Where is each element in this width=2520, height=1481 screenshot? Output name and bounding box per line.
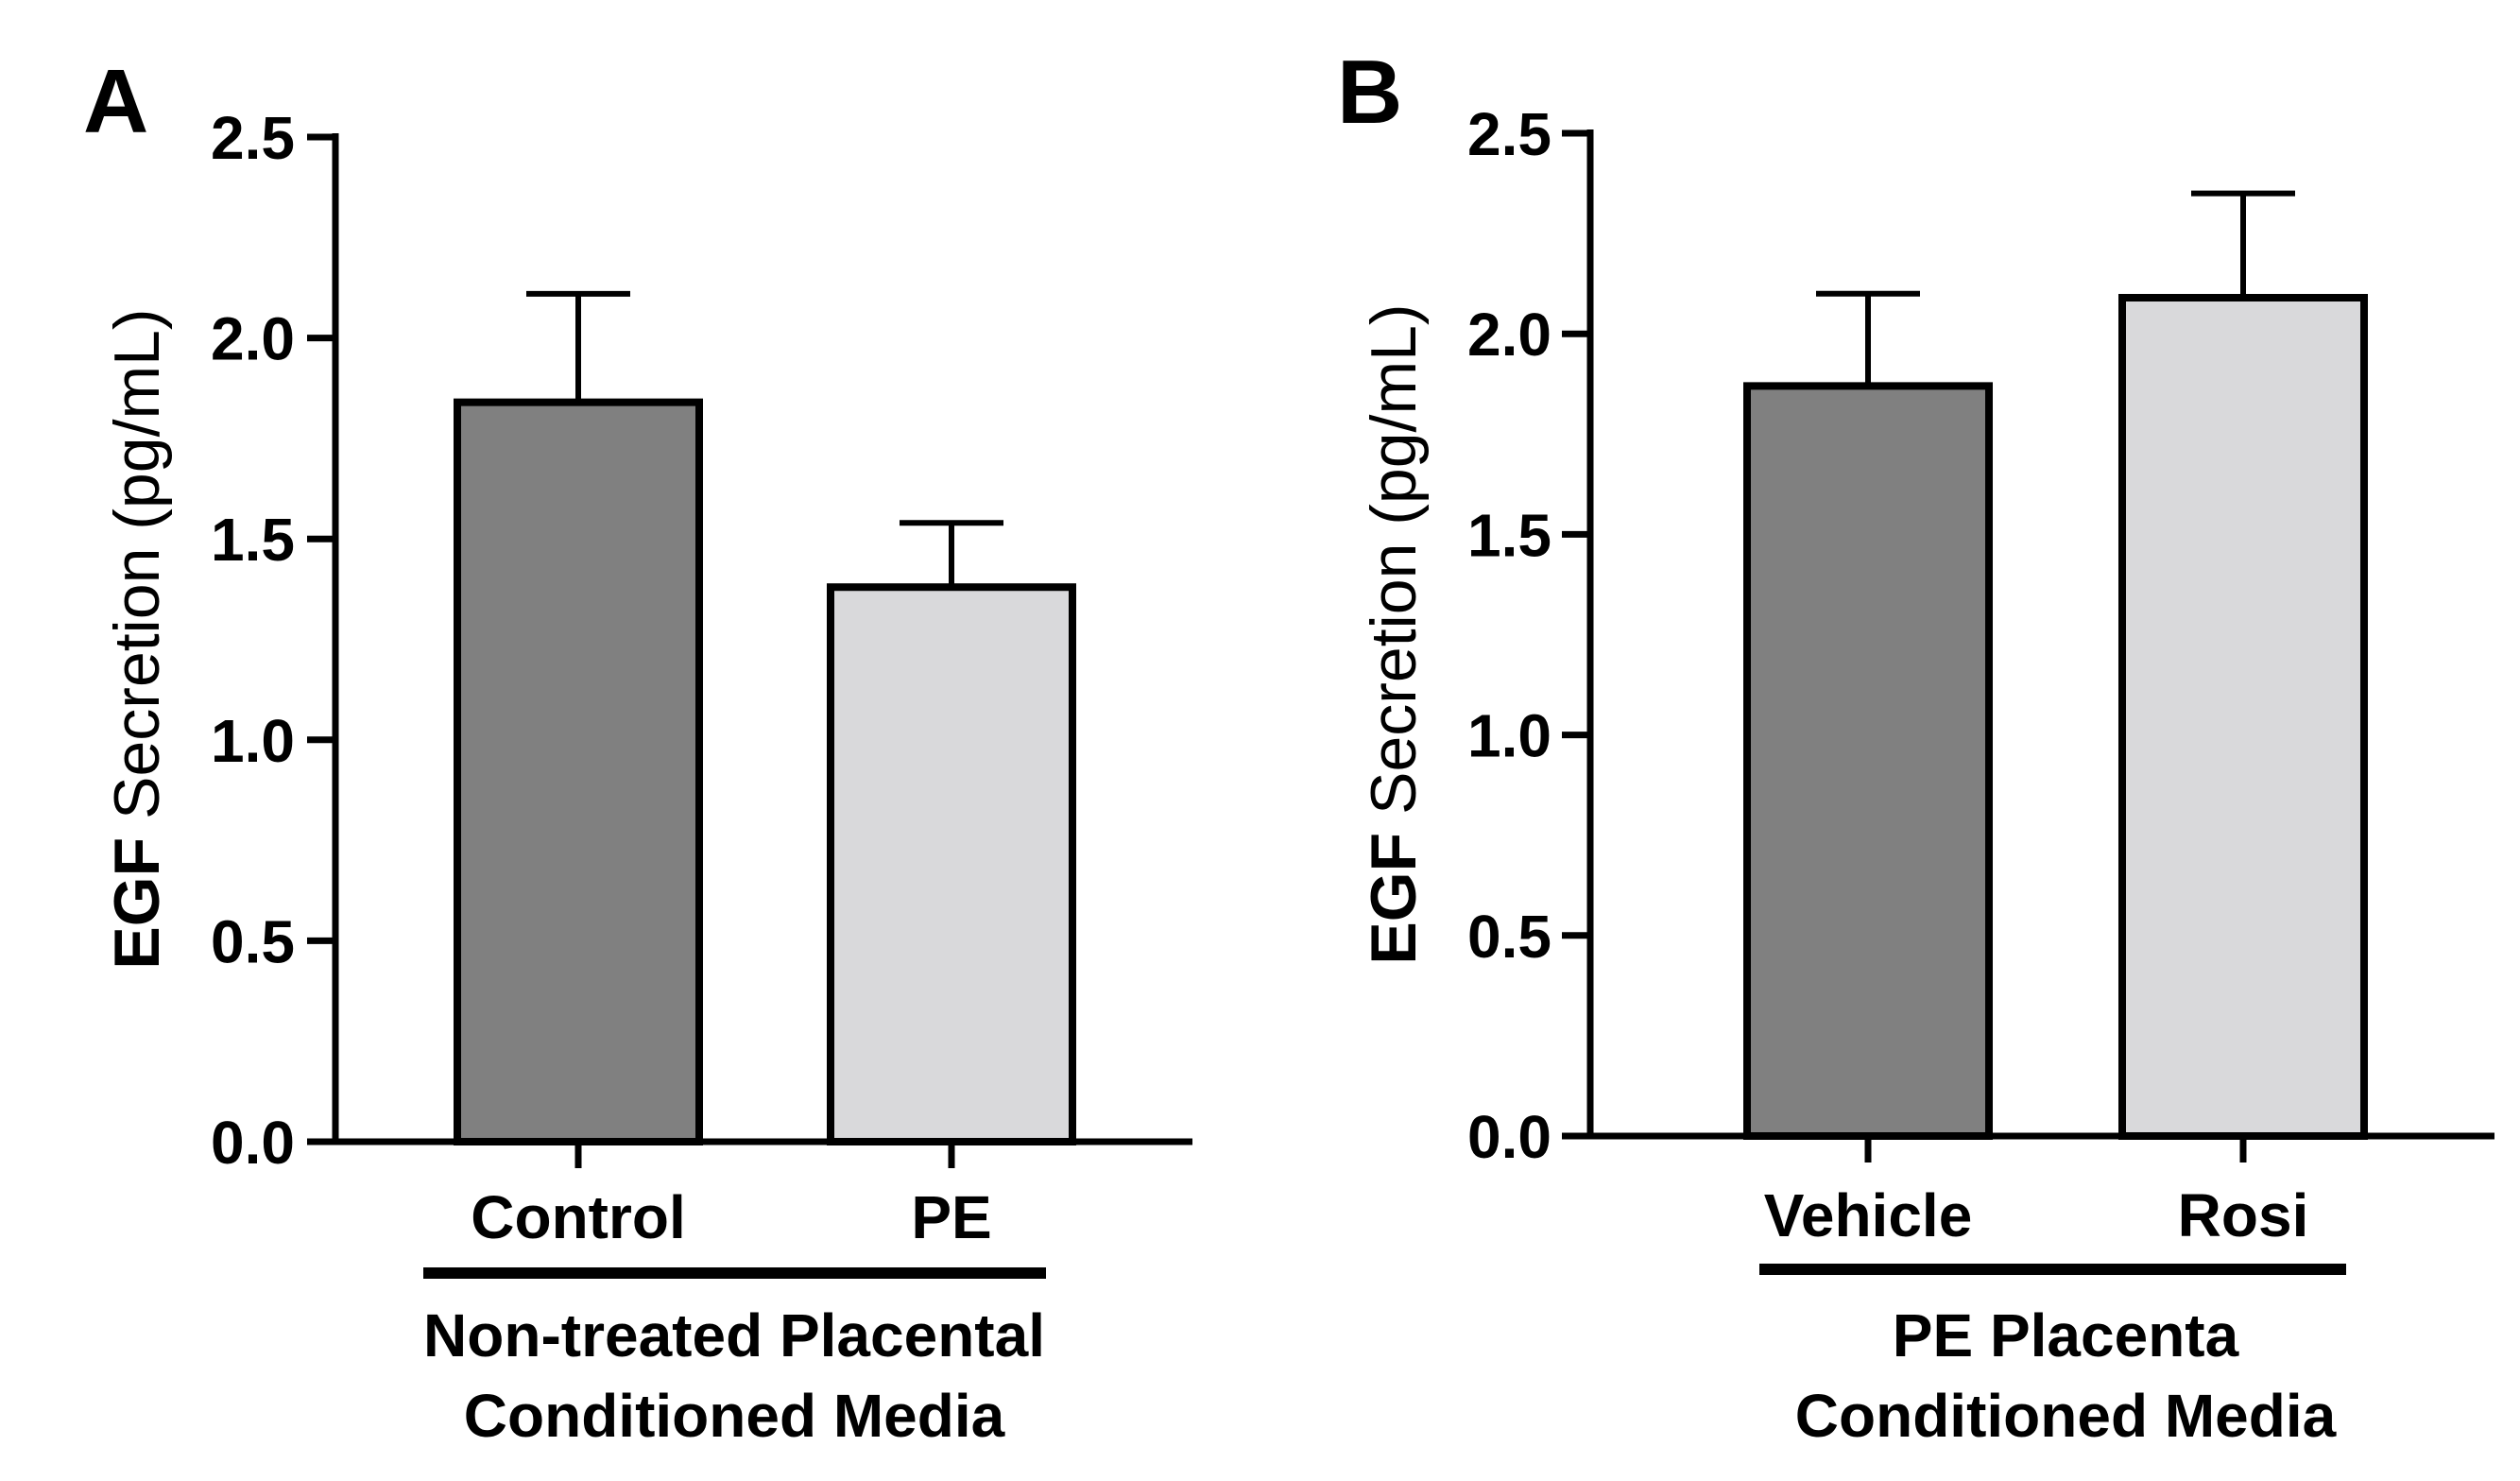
panel-b-group-label-line-1: PE Placenta bbox=[1893, 1301, 2239, 1369]
panel-b-y-axis-label-rest: Secretion (pg/mL) bbox=[1358, 303, 1430, 832]
panel-a-letter: A bbox=[83, 51, 148, 152]
panel-a-group-label-line-2: Conditioned Media bbox=[464, 1382, 1005, 1450]
panel-b-ytick-label-3: 1.5 bbox=[1467, 501, 1551, 569]
panel-b-category-label-0: Vehicle bbox=[1764, 1181, 1973, 1249]
panel-a-y-axis-label: EGF Secretion (pg/mL) bbox=[101, 308, 173, 969]
panel-b-chart: B Vehicle Rosi 0.0 0.5 1.0 1.5 2.0 2.5 EGF Secret… bbox=[1337, 42, 2494, 1450]
panel-a-ytick-label-4: 2.0 bbox=[211, 305, 295, 373]
panel-a-chart: A Control PE 0.0 0.5 1.0 1.5 2.0 2.5 EGF Secretio… bbox=[83, 51, 1192, 1450]
panel-a-ytick-label-3: 1.5 bbox=[211, 506, 295, 574]
panel-a-y-axis-label-rest: Secretion (pg/mL) bbox=[101, 308, 173, 836]
panel-b-ytick-label-5: 2.5 bbox=[1467, 100, 1551, 168]
panel-b-letter: B bbox=[1337, 42, 1402, 143]
panel-b-group-label-line-2: Conditioned Media bbox=[1795, 1382, 2337, 1450]
panel-a-ytick-label-0: 0.0 bbox=[211, 1109, 295, 1177]
panel-a-ytick-label-2: 1.0 bbox=[211, 707, 295, 775]
panel-b-category-label-1: Rosi bbox=[2178, 1181, 2309, 1249]
panel-b-bar-0 bbox=[1743, 382, 1993, 1140]
panel-b-ytick-label-2: 1.0 bbox=[1467, 702, 1551, 770]
panel-b-ytick-label-0: 0.0 bbox=[1467, 1103, 1551, 1171]
panel-a-bar-0 bbox=[454, 398, 703, 1145]
panel-b-ytick-label-4: 2.0 bbox=[1467, 301, 1551, 369]
panel-a-ytick-label-5: 2.5 bbox=[211, 104, 295, 172]
panel-b-ytick-label-1: 0.5 bbox=[1467, 903, 1551, 971]
panel-b-y-axis-label: EGF Secretion (pg/mL) bbox=[1358, 303, 1430, 964]
panel-b-bar-1 bbox=[2118, 294, 2368, 1140]
panel-a-y-axis-label-bold: EGF bbox=[101, 837, 173, 970]
panel-a-category-label-0: Control bbox=[471, 1183, 686, 1251]
panel-a-ytick-label-1: 0.5 bbox=[211, 907, 295, 975]
panel-b-y-axis-label-bold: EGF bbox=[1358, 833, 1430, 965]
panel-a-group-label-line-1: Non-treated Placental bbox=[423, 1301, 1045, 1369]
panel-a-bar-1 bbox=[827, 583, 1076, 1145]
panel-a-category-label-1: PE bbox=[911, 1183, 991, 1251]
